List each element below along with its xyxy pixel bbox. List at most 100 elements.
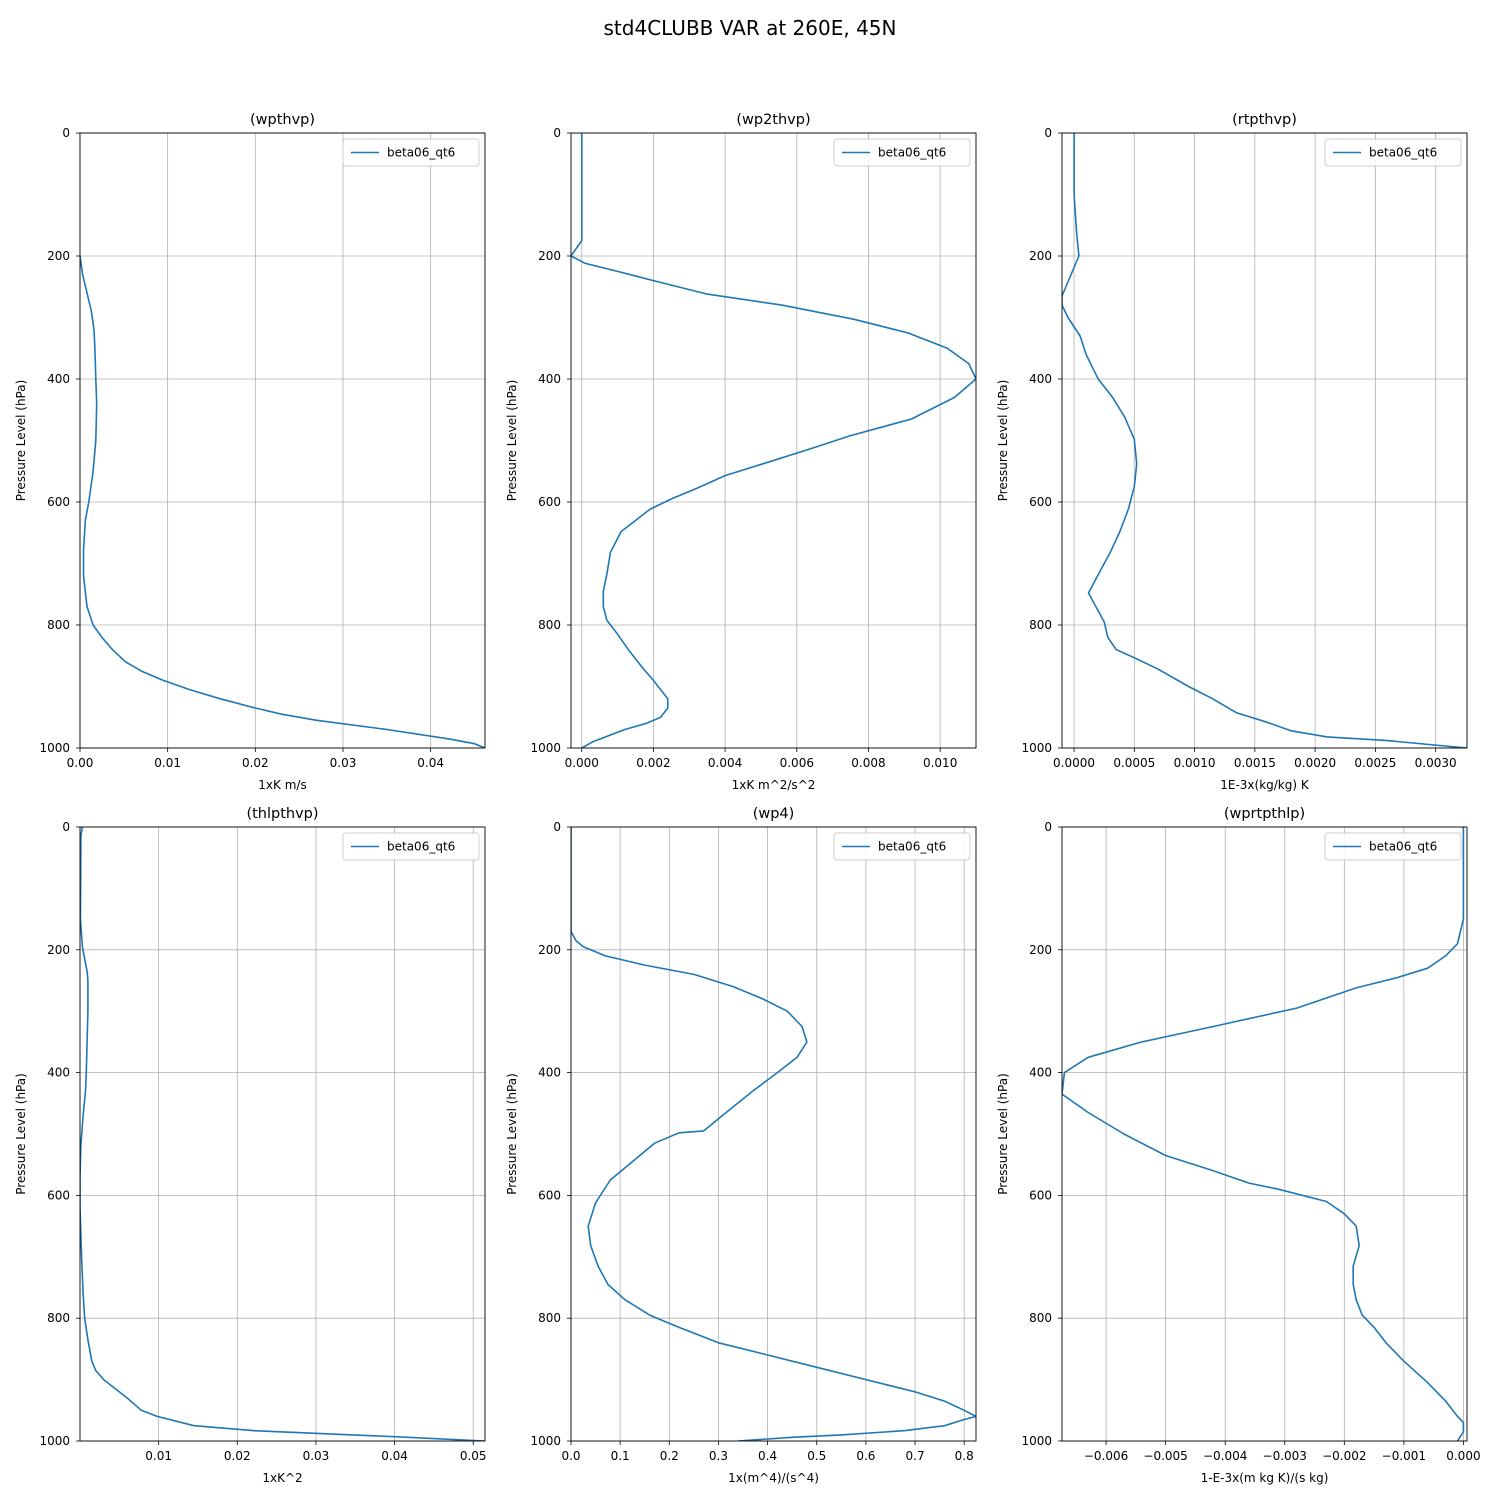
chart-panel-2: 0.000 0.002 0.004 0.006 0.008 0.010 0 200 400 600… [505,112,977,792]
x-tick-label: 0.5 [807,1449,826,1463]
x-tick-label: −0.002 [1322,1449,1366,1463]
x-axis-label: 1x(m^4)/(s^4) [728,1471,819,1485]
x-tick-label: 0.01 [145,1449,172,1463]
y-tick-label: 200 [1029,943,1052,957]
y-tick-label: 0 [62,126,70,140]
plot-frame [1061,826,1468,1442]
x-tick-label: 0.0020 [1294,756,1336,770]
y-tick-label: 1000 [530,1434,561,1448]
series-line [80,827,485,1441]
legend-label: beta06_qt6 [878,840,946,854]
y-tick-label: 0 [62,820,70,834]
legend-box [1324,832,1462,861]
plot-frame [79,826,486,1442]
x-tick-label: −0.004 [1203,1449,1247,1463]
plot-frame [570,826,977,1442]
series-line [1062,133,1467,748]
panel-title: (rtpthvp) [1232,112,1297,128]
x-axis-label: 1xK m^2/s^2 [732,778,816,792]
y-tick-label: 200 [538,943,561,957]
x-tick-label: 0.002 [636,756,670,770]
x-tick-label: 0.000 [565,756,599,770]
x-tick-label: 0.7 [906,1449,925,1463]
x-tick-label: 0.1 [611,1449,630,1463]
chart-panel-6: −0.006 −0.005 −0.004 −0.003 −0.002 −0.001 0.00… [996,806,1481,1485]
legend: beta06_qt6 [833,138,971,167]
y-tick-label: 1000 [39,1434,70,1448]
chart-panel-4: 0.01 0.02 0.03 0.04 0.05 0 200 400 600 800 1000 (th… [14,806,487,1485]
plot-frame [570,132,977,749]
x-tick-label: 0.004 [708,756,742,770]
legend-label: beta06_qt6 [1369,840,1437,854]
panel-title: (wp4) [753,806,795,822]
panel-title: (wp2thvp) [736,112,810,128]
x-axis-label: 1xK^2 [262,1471,302,1485]
legend: beta06_qt6 [1324,832,1462,861]
legend-box [833,138,971,167]
chart-panel-5: 0.0 0.1 0.2 0.3 0.4 0.5 0.6 0.7 0.8 0 200 400 600 800… [505,806,977,1485]
y-tick-label: 600 [1029,495,1052,509]
x-axis-label: 1xK m/s [258,778,306,792]
plot-frame [79,132,486,749]
y-tick-label: 400 [538,372,561,386]
y-tick-label: 800 [538,1311,561,1325]
y-tick-label: 0 [1044,126,1052,140]
plot-frame [1061,132,1468,749]
x-tick-label: −0.003 [1263,1449,1307,1463]
panel-title: (thlpthvp) [246,806,318,822]
y-tick-label: 800 [1029,1311,1052,1325]
y-tick-label: 200 [47,249,70,263]
y-tick-label: 800 [1029,618,1052,632]
x-tick-label: 0.03 [303,1449,330,1463]
x-tick-label: 0.008 [851,756,885,770]
legend-label: beta06_qt6 [878,146,946,160]
x-tick-label: 0.04 [381,1449,408,1463]
chart-panel-3: 0.0000 0.0005 0.0010 0.0015 0.0020 0.0025 0.00… [996,112,1468,792]
x-axis-label: 1E-3x(kg/kg) K [1220,778,1310,792]
y-tick-label: 1000 [1021,1434,1052,1448]
y-tick-label: 1000 [1021,741,1052,755]
x-tick-label: 0.4 [758,1449,777,1463]
legend-label: beta06_qt6 [387,840,455,854]
y-tick-label: 400 [538,1066,561,1080]
panel-title: (wpthvp) [250,112,315,128]
x-axis-label: 1-E-3x(m kg K)/(s kg) [1201,1471,1329,1485]
y-axis-label: Pressure Level (hPa) [996,380,1010,502]
y-axis-label: Pressure Level (hPa) [505,380,519,502]
y-tick-label: 400 [1029,372,1052,386]
y-tick-label: 0 [1044,820,1052,834]
x-tick-label: 0.2 [660,1449,679,1463]
y-tick-label: 400 [47,1066,70,1080]
legend: beta06_qt6 [342,832,480,861]
x-tick-label: −0.001 [1382,1449,1426,1463]
y-axis-label: Pressure Level (hPa) [996,1073,1010,1195]
legend-box [833,832,971,861]
y-tick-label: 200 [1029,249,1052,263]
series-line [80,255,485,748]
legend: beta06_qt6 [833,832,971,861]
figure-title: std4CLUBB VAR at 260E, 45N [603,16,897,40]
x-tick-label: 0.04 [417,756,444,770]
series-line [1062,827,1465,1441]
y-tick-label: 800 [47,1311,70,1325]
legend-box [342,832,480,861]
x-tick-label: −0.006 [1084,1449,1128,1463]
x-tick-label: 0.02 [242,756,269,770]
legend-box [342,138,480,167]
chart-panel-1: 0.00 0.01 0.02 0.03 0.04 0 200 400 600 800 1000 (wp… [14,112,486,792]
series-line [571,827,976,1441]
y-tick-label: 200 [47,943,70,957]
y-tick-label: 400 [47,372,70,386]
legend-label: beta06_qt6 [1369,146,1437,160]
x-tick-label: 0.01 [154,756,181,770]
x-tick-label: 0.006 [780,756,814,770]
x-tick-label: 0.0015 [1234,756,1276,770]
x-tick-label: 0.02 [224,1449,251,1463]
x-tick-label: 0.0000 [1053,756,1095,770]
x-tick-label: −0.005 [1143,1449,1187,1463]
x-tick-label: 0.0025 [1354,756,1396,770]
y-tick-label: 400 [1029,1066,1052,1080]
y-tick-label: 600 [47,495,70,509]
x-tick-label: 0.0005 [1113,756,1155,770]
